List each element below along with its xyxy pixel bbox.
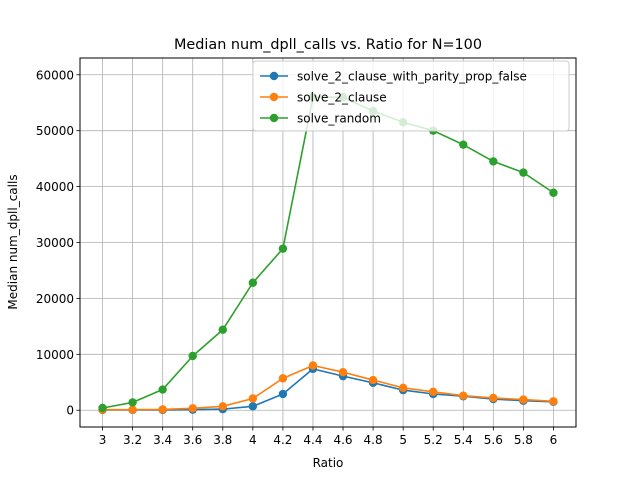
data-point <box>98 403 107 413</box>
x-tick-label: 4.4 <box>303 433 322 447</box>
y-tick-label: 30000 <box>36 236 74 250</box>
data-point <box>128 405 137 414</box>
x-tick-label: 4 <box>249 433 257 447</box>
data-point <box>398 383 408 393</box>
x-tick-label: 5.6 <box>484 433 503 447</box>
data-point <box>519 168 528 177</box>
y-tick-label: 10000 <box>36 348 74 362</box>
data-point <box>188 404 197 413</box>
x-tick-label: 4.8 <box>364 433 383 447</box>
data-point <box>549 188 558 197</box>
data-point <box>278 389 288 399</box>
x-tick-label: 5.8 <box>514 433 533 447</box>
legend-item: solve_random <box>260 112 381 126</box>
legend-item: solve_2_clause <box>260 91 387 105</box>
data-point <box>218 325 227 334</box>
data-point <box>459 140 468 149</box>
data-point <box>248 394 258 403</box>
series-line <box>102 364 554 411</box>
legend-swatch-marker <box>269 71 279 81</box>
data-point <box>338 368 348 377</box>
data-point <box>368 375 378 385</box>
legend-box <box>252 60 570 132</box>
series-line <box>102 368 554 411</box>
data-point <box>278 374 288 383</box>
x-tick-label: 5.2 <box>424 433 443 447</box>
legend-swatch-marker <box>269 113 279 123</box>
data-point <box>248 402 258 411</box>
x-tick-label: 3.2 <box>123 433 142 447</box>
x-axis-label: Ratio <box>313 456 344 470</box>
data-point <box>128 398 137 407</box>
x-tick-label: 4.2 <box>273 433 292 447</box>
x-tick-label: 4.6 <box>333 433 352 447</box>
data-point <box>459 391 468 400</box>
x-tick-label: 3 <box>99 433 107 447</box>
x-tick-label: 3.4 <box>153 433 172 447</box>
legend-label: solve_random <box>297 112 381 126</box>
x-axis: 3 3.2 3.4 3.6 3.8 4 4.2 4.4 4.6 4.8 5 5.2 5.4 5.6 5.8 6 <box>99 427 558 447</box>
data-point <box>278 244 288 253</box>
data-point <box>519 395 528 404</box>
data-point <box>489 393 498 403</box>
series-2 <box>98 361 558 414</box>
y-tick-label: 50000 <box>36 124 74 138</box>
y-tick-label: 20000 <box>36 292 74 306</box>
legend-item: solve_2_clause_with_parity_prop_false <box>260 70 527 84</box>
data-point <box>489 157 498 166</box>
y-tick-label: 60000 <box>36 68 74 82</box>
legend-swatch-marker <box>269 92 279 102</box>
legend-label: solve_2_clause_with_parity_prop_false <box>297 70 527 84</box>
y-axis: 0 10000 20000 30000 40000 50000 60000 <box>36 68 80 418</box>
y-tick-label: 0 <box>66 404 74 418</box>
y-axis-label: Median num_dpll_calls <box>6 174 20 309</box>
data-point <box>549 397 558 406</box>
data-point <box>248 278 258 287</box>
x-tick-label: 3.8 <box>213 433 232 447</box>
legend-label: solve_2_clause <box>297 91 387 105</box>
data-point <box>308 361 318 370</box>
data-point <box>429 387 438 396</box>
y-tick-label: 40000 <box>36 180 74 194</box>
data-point <box>188 351 197 361</box>
data-point <box>158 405 167 414</box>
x-tick-label: 3.6 <box>183 433 202 447</box>
x-tick-label: 6 <box>550 433 558 447</box>
legend: solve_2_clause_with_parity_prop_falsesol… <box>252 60 570 132</box>
x-tick-label: 5 <box>399 433 407 447</box>
chart-title: Median num_dpll_calls vs. Ratio for N=10… <box>174 37 482 53</box>
data-point <box>158 385 167 394</box>
x-tick-label: 5.4 <box>454 433 473 447</box>
data-point <box>218 402 227 411</box>
